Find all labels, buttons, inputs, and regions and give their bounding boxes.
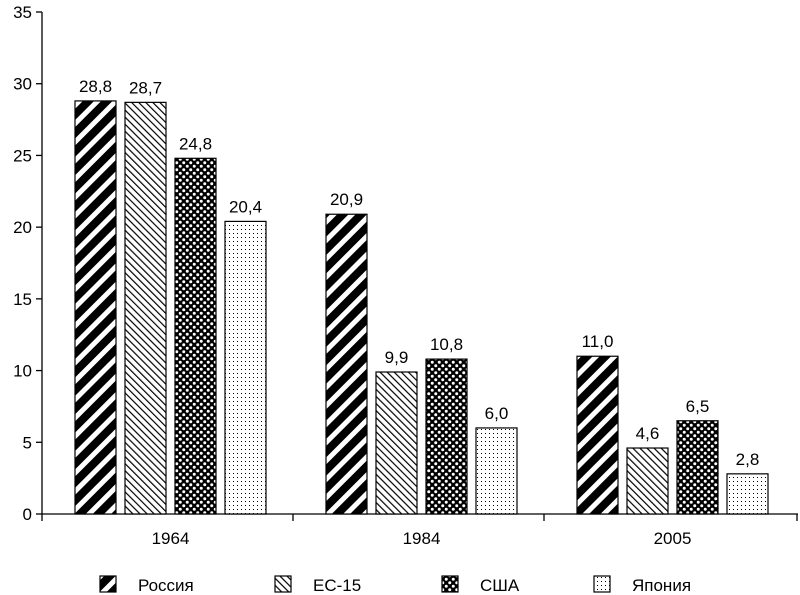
legend-item: Россия — [99, 575, 194, 595]
bar-thick-diagonal-1964 — [74, 100, 117, 515]
x-tick-label: 1984 — [403, 529, 441, 548]
legend-label: Япония — [632, 576, 691, 595]
data-label: 6,0 — [485, 404, 509, 423]
bars — [74, 100, 769, 515]
bar-thick-diagonal-2005 — [576, 355, 619, 515]
bar-fine-dots-1964 — [224, 220, 267, 515]
bar-thick-diagonal-1984 — [325, 213, 368, 515]
legend-swatch — [441, 575, 459, 593]
bar-fine-dots-2005 — [726, 473, 769, 515]
bar-thin-diagonal-2005 — [626, 447, 669, 515]
legend-swatch — [274, 575, 292, 593]
legend-item: Япония — [593, 575, 691, 595]
data-label: 4,6 — [636, 424, 660, 443]
axes: 0 5 10 15 20 25 30 35 1964 1984 2005 — [13, 3, 798, 548]
y-tick-label: 35 — [13, 3, 32, 22]
legend-swatch — [593, 575, 611, 593]
y-tick-label: 5 — [23, 433, 32, 452]
legend-label: Россия — [138, 576, 194, 595]
data-label: 20,9 — [330, 190, 363, 209]
bar-thin-diagonal-1964 — [124, 101, 167, 515]
data-label: 24,8 — [179, 134, 212, 153]
legend-label: ЕС-15 — [313, 576, 361, 595]
bar-thin-diagonal-1984 — [375, 371, 418, 515]
y-tick-label: 20 — [13, 218, 32, 237]
legend-swatch — [99, 575, 117, 593]
bar-checker-dots-1964 — [174, 157, 217, 515]
legend-item: ЕС-15 — [274, 575, 361, 595]
x-tick-label: 1964 — [152, 529, 190, 548]
y-tick-label: 10 — [13, 362, 32, 381]
y-tick-label: 25 — [13, 146, 32, 165]
x-tick-label: 2005 — [654, 529, 692, 548]
data-label: 20,4 — [229, 197, 262, 216]
bar-checker-dots-1984 — [425, 358, 468, 515]
y-tick-label: 15 — [13, 290, 32, 309]
data-label: 28,7 — [129, 78, 162, 97]
data-label: 9,9 — [385, 348, 409, 367]
legend-item: США — [441, 575, 520, 595]
bar-fine-dots-1984 — [475, 427, 518, 515]
data-label: 10,8 — [430, 335, 463, 354]
bar-checker-dots-2005 — [676, 420, 719, 515]
data-labels: 28,8 20,9 11,0 28,7 9,9 4,6 24,8 10,8 6,5 20,4 6,0… — [79, 77, 759, 469]
data-label: 28,8 — [79, 77, 112, 96]
data-label: 2,8 — [736, 450, 760, 469]
data-label: 6,5 — [686, 397, 710, 416]
legend: Россия ЕС-15 США Япония — [99, 575, 691, 595]
data-label: 11,0 — [582, 332, 614, 351]
legend-label: США — [480, 576, 520, 595]
y-tick-label: 0 — [23, 505, 32, 524]
y-tick-label: 30 — [13, 75, 32, 94]
